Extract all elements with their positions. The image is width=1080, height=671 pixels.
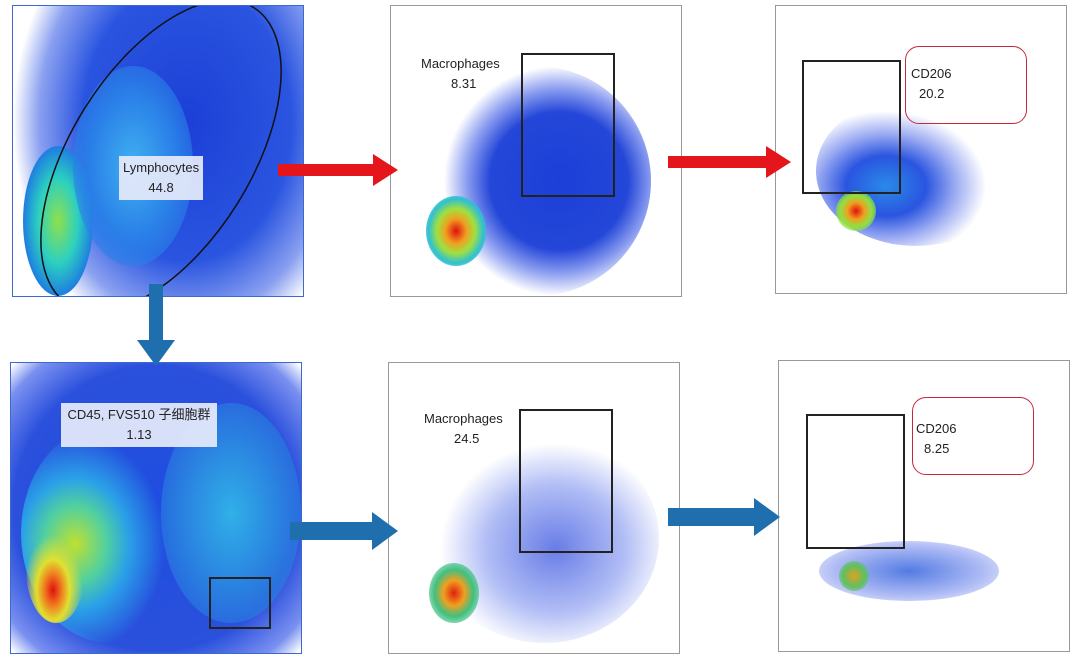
lymphocyte-ellipse-gate [40, 6, 282, 296]
gate-value: 1.13 [126, 427, 152, 442]
plot-cd45-fvs510-bottom: CD45, FVS510 子细胞群 1.13 [10, 362, 302, 654]
plot-macrophages-top: Macrophages 8.31 [390, 5, 682, 297]
blue-arrow-right-1 [290, 512, 398, 550]
plot-cd206-bottom: CD206 8.25 [778, 360, 1070, 652]
plot-macrophages-bottom: Macrophages 24.5 [388, 362, 680, 654]
gate-name: CD45, FVS510 子细胞群 [67, 407, 211, 422]
gate-value: 20.2 [919, 86, 945, 101]
density-high [26, 513, 86, 623]
gate-name: CD206 [916, 421, 957, 436]
red-arrow-right-1 [278, 154, 398, 186]
cd206-label-box [912, 397, 1034, 475]
cd206-label-box [905, 46, 1027, 124]
density-high [426, 196, 486, 266]
blue-arrow-right-2 [668, 498, 780, 536]
gate-value: 8.25 [924, 441, 950, 456]
gate-name: CD206 [911, 66, 952, 81]
gate-value: 44.8 [148, 180, 174, 195]
gate-value: 24.5 [454, 431, 480, 446]
gate-name: Macrophages [421, 56, 500, 71]
gate-name: Macrophages [424, 411, 503, 426]
density-high [839, 561, 869, 591]
plot-cd206-top: CD206 20.2 [775, 5, 1067, 294]
gate-name: Lymphocytes [123, 160, 200, 175]
red-arrow-right-2 [668, 146, 791, 178]
gate-value: 8.31 [451, 76, 477, 91]
small-gate [209, 577, 271, 629]
cd206-gate [806, 414, 905, 549]
macrophage-gate [519, 409, 613, 553]
density-high [429, 563, 479, 623]
macrophage-gate [521, 53, 615, 197]
blue-arrow-down [137, 284, 175, 366]
plot-lymphocytes-top: Lymphocytes 44.8 [12, 5, 304, 297]
density-high [836, 191, 876, 231]
cd206-gate [802, 60, 901, 194]
